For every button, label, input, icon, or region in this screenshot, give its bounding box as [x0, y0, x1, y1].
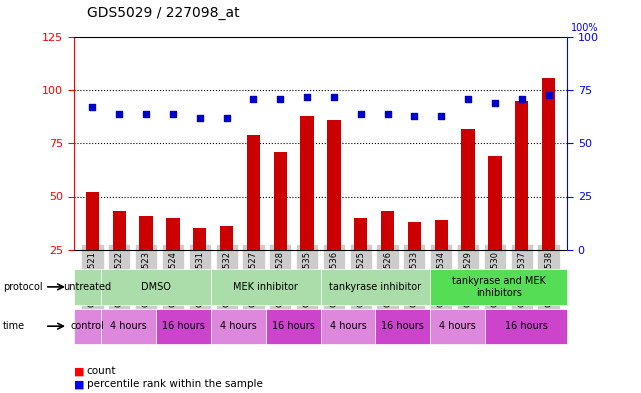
- Bar: [247, 135, 260, 250]
- Bar: [430, 269, 567, 305]
- Bar: [462, 129, 475, 250]
- Text: 4 hours: 4 hours: [329, 321, 366, 331]
- Bar: [86, 192, 99, 250]
- Bar: [274, 152, 287, 250]
- Point: [114, 110, 124, 117]
- Text: time: time: [3, 321, 26, 331]
- Point: [248, 96, 258, 102]
- Point: [544, 92, 554, 98]
- Bar: [265, 309, 320, 344]
- Text: tankyrase inhibitor: tankyrase inhibitor: [329, 282, 421, 292]
- Text: GDS5029 / 227098_at: GDS5029 / 227098_at: [87, 6, 239, 20]
- Bar: [101, 269, 211, 305]
- Point: [356, 110, 366, 117]
- Point: [87, 104, 97, 110]
- Bar: [354, 218, 367, 250]
- Text: 16 hours: 16 hours: [272, 321, 315, 331]
- Bar: [113, 211, 126, 250]
- Bar: [140, 216, 153, 250]
- Point: [168, 110, 178, 117]
- Text: 100%: 100%: [570, 24, 598, 33]
- Bar: [166, 218, 179, 250]
- Bar: [320, 309, 376, 344]
- Point: [275, 96, 285, 102]
- Text: ■: ■: [74, 379, 84, 389]
- Text: protocol: protocol: [3, 282, 43, 292]
- Point: [409, 113, 419, 119]
- Point: [490, 100, 500, 106]
- Bar: [74, 309, 101, 344]
- Bar: [488, 156, 501, 250]
- Bar: [376, 309, 430, 344]
- Bar: [220, 226, 233, 250]
- Bar: [435, 220, 448, 250]
- Point: [383, 110, 393, 117]
- Bar: [301, 116, 314, 250]
- Point: [222, 115, 232, 121]
- Text: 4 hours: 4 hours: [220, 321, 256, 331]
- Point: [463, 96, 473, 102]
- Bar: [156, 309, 211, 344]
- Bar: [327, 120, 340, 250]
- Point: [195, 115, 205, 121]
- Text: count: count: [87, 366, 116, 376]
- Text: 16 hours: 16 hours: [381, 321, 424, 331]
- Text: untreated: untreated: [63, 282, 112, 292]
- Bar: [211, 269, 320, 305]
- Text: 4 hours: 4 hours: [110, 321, 147, 331]
- Text: DMSO: DMSO: [141, 282, 171, 292]
- Bar: [193, 228, 206, 250]
- Point: [302, 94, 312, 100]
- Bar: [381, 211, 394, 250]
- Bar: [211, 309, 265, 344]
- Bar: [101, 309, 156, 344]
- Text: ■: ■: [74, 366, 84, 376]
- Text: control: control: [71, 321, 104, 331]
- Text: percentile rank within the sample: percentile rank within the sample: [87, 379, 262, 389]
- Bar: [542, 78, 555, 250]
- Bar: [515, 101, 528, 250]
- Bar: [430, 309, 485, 344]
- Text: 16 hours: 16 hours: [162, 321, 205, 331]
- Bar: [485, 309, 567, 344]
- Point: [329, 94, 339, 100]
- Point: [517, 96, 527, 102]
- Point: [141, 110, 151, 117]
- Bar: [74, 269, 101, 305]
- Bar: [320, 269, 430, 305]
- Text: tankyrase and MEK
inhibitors: tankyrase and MEK inhibitors: [452, 276, 545, 298]
- Bar: [408, 222, 421, 250]
- Text: MEK inhibitor: MEK inhibitor: [233, 282, 298, 292]
- Text: 4 hours: 4 hours: [439, 321, 476, 331]
- Point: [436, 113, 446, 119]
- Text: 16 hours: 16 hours: [504, 321, 547, 331]
